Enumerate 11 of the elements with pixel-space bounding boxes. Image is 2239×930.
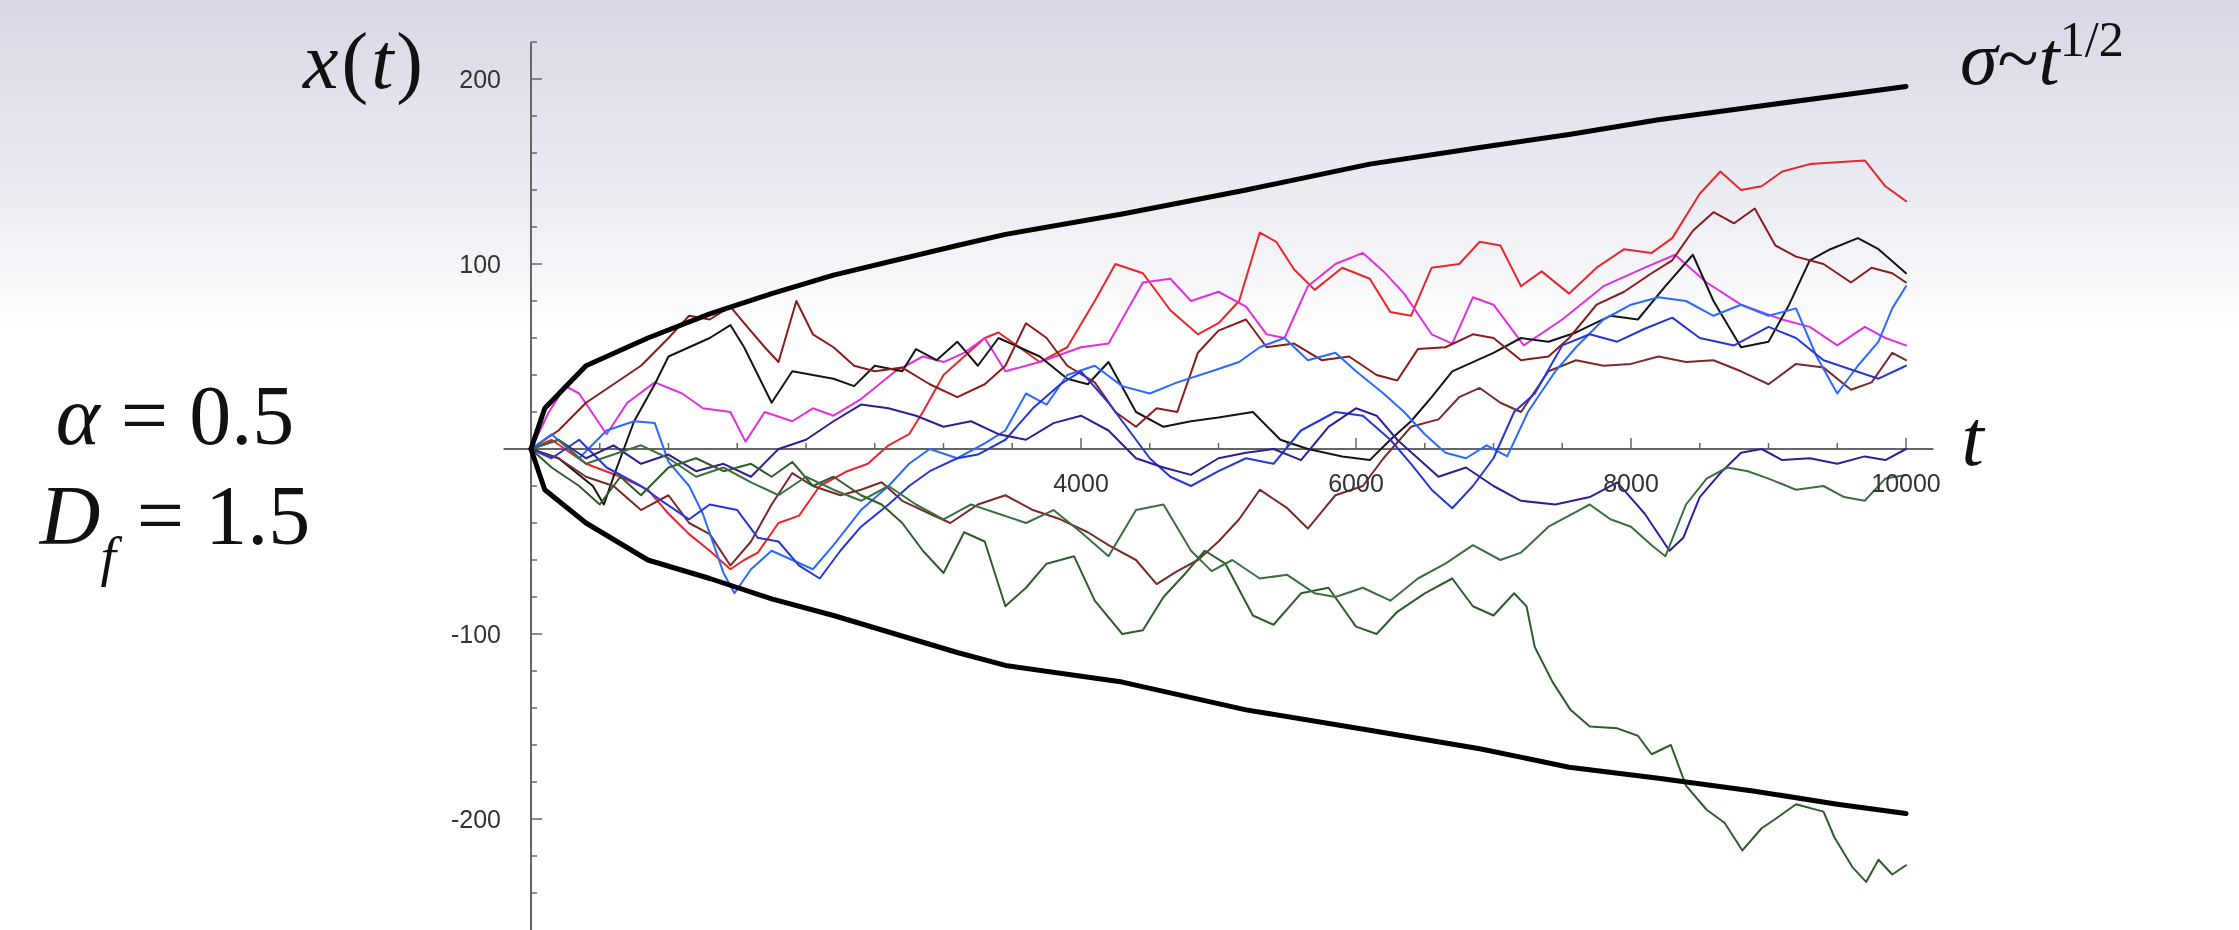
- y-axis-title: x(t): [301, 17, 426, 106]
- text: α = 0.5: [55, 369, 295, 462]
- y-tick-label: -200: [450, 805, 501, 833]
- y-tick-label: 100: [459, 250, 501, 278]
- text: D$_{f}$ = 1.5: [38, 469, 311, 587]
- x-tick-label: 4000: [1053, 469, 1109, 497]
- y-tick-label: -100: [450, 620, 501, 648]
- series-label: σ~t$^{1/2}$: [1960, 11, 2124, 101]
- x-tick-label: 8000: [1603, 469, 1659, 497]
- y-tick-label: 200: [459, 65, 501, 93]
- x-axis-title: t: [1961, 394, 1986, 482]
